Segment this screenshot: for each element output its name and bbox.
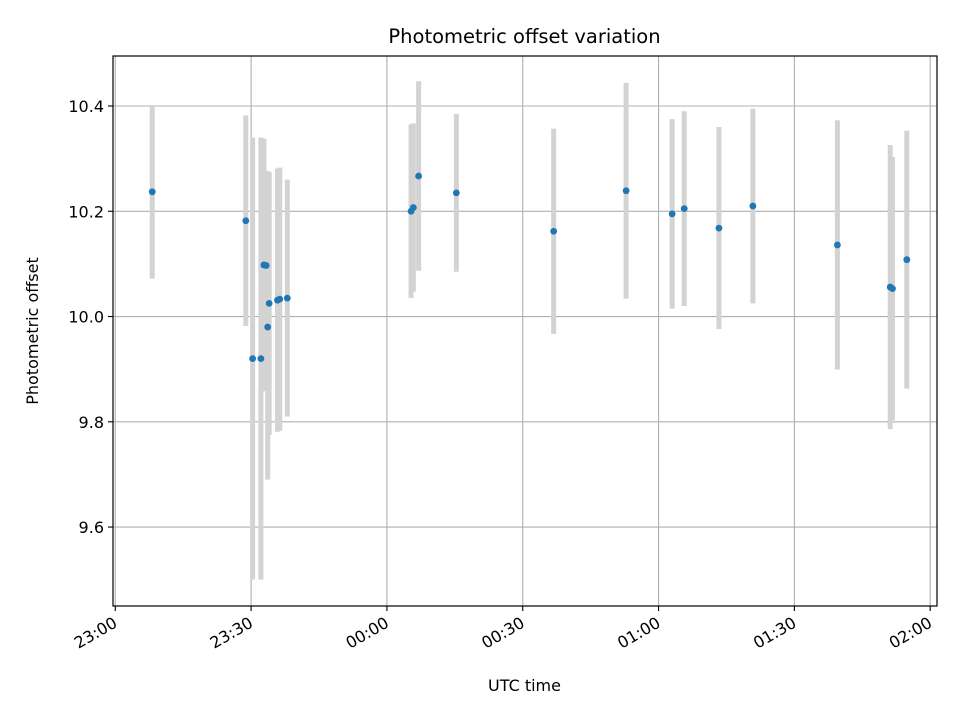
data-point bbox=[668, 210, 676, 218]
plot-frame bbox=[112, 55, 938, 607]
data-point bbox=[680, 205, 688, 213]
data-point bbox=[249, 355, 256, 363]
data-point bbox=[452, 189, 460, 197]
data-point bbox=[276, 295, 284, 303]
data-point bbox=[415, 172, 423, 180]
data-point bbox=[889, 285, 896, 293]
data-point bbox=[622, 187, 630, 195]
data-point bbox=[409, 204, 417, 211]
data-point bbox=[903, 256, 911, 264]
chart-title: Photometric offset variation bbox=[388, 25, 660, 48]
y-tick-label: 9.6 bbox=[79, 518, 104, 537]
data-point bbox=[257, 355, 265, 363]
y-tick-label: 10.2 bbox=[68, 202, 104, 221]
data-point bbox=[833, 241, 841, 249]
y-axis-title: Photometric offset bbox=[23, 257, 42, 405]
data-point bbox=[749, 202, 757, 210]
data-point bbox=[242, 217, 250, 225]
data-point bbox=[265, 299, 273, 307]
y-tick-label: 9.8 bbox=[79, 413, 104, 432]
y-axis-ticks: 9.6 9.8 10.0 10.2 10.4 bbox=[68, 97, 113, 537]
y-tick-label: 10.4 bbox=[68, 97, 104, 116]
data-point bbox=[550, 227, 558, 235]
data-point bbox=[262, 262, 270, 269]
data-point bbox=[148, 188, 156, 196]
x-axis-title: UTC time bbox=[488, 676, 561, 695]
data-point bbox=[283, 294, 291, 302]
y-tick-label: 10.0 bbox=[68, 308, 104, 327]
data-point bbox=[715, 224, 723, 232]
data-points bbox=[148, 172, 911, 363]
data-point bbox=[264, 323, 272, 331]
